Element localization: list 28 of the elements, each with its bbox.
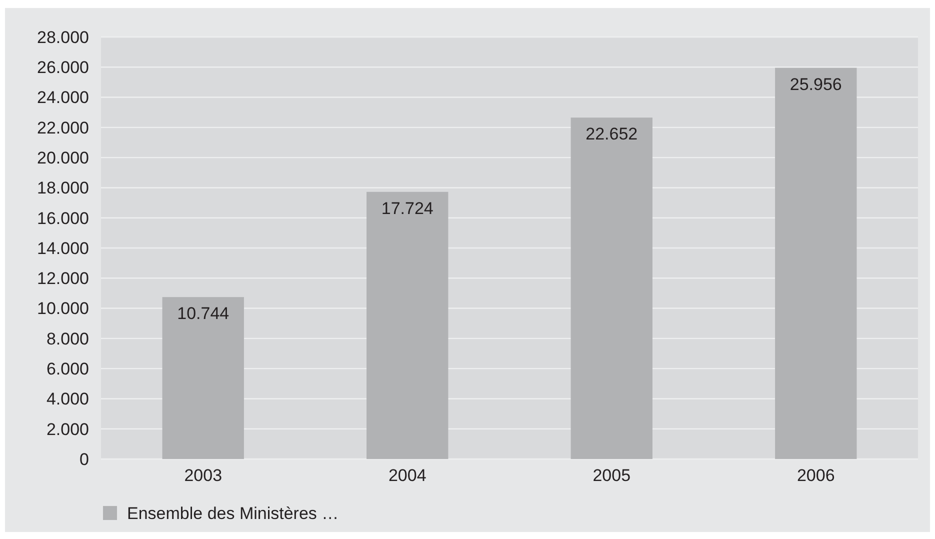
bar xyxy=(366,192,448,459)
y-tick-label: 4.000 xyxy=(46,390,89,409)
y-tick-label: 22.000 xyxy=(37,118,89,138)
y-tick-label: 24.000 xyxy=(37,88,89,108)
bar xyxy=(570,118,652,459)
x-tick-label: 2005 xyxy=(592,466,631,485)
y-tick-label: 18.000 xyxy=(37,178,89,198)
x-tick-label: 2003 xyxy=(184,466,222,485)
data-label: 25.956 xyxy=(790,74,842,94)
x-tick-label: 2004 xyxy=(388,466,426,485)
bar xyxy=(162,297,244,459)
y-tick-label: 26.000 xyxy=(37,58,89,78)
data-label: 10.744 xyxy=(177,304,230,324)
y-tick-label: 14.000 xyxy=(37,238,89,258)
y-tick-label: 20.000 xyxy=(37,148,89,168)
y-tick-label: 12.000 xyxy=(37,269,89,288)
x-tick-label: 2006 xyxy=(796,466,835,485)
y-tick-label: 2.000 xyxy=(46,420,89,439)
bar xyxy=(775,68,857,459)
y-tick-label: 8.000 xyxy=(46,329,89,348)
y-tick-label: 28.000 xyxy=(37,28,89,47)
y-tick-label: 10.000 xyxy=(37,299,89,318)
legend-label: Ensemble des Ministères … xyxy=(127,504,339,523)
data-label: 17.724 xyxy=(381,198,434,218)
y-tick-label: 16.000 xyxy=(37,208,89,228)
y-tick-label: 6.000 xyxy=(46,360,89,379)
y-tick-label: 0 xyxy=(80,450,89,469)
data-label: 22.652 xyxy=(586,124,638,144)
